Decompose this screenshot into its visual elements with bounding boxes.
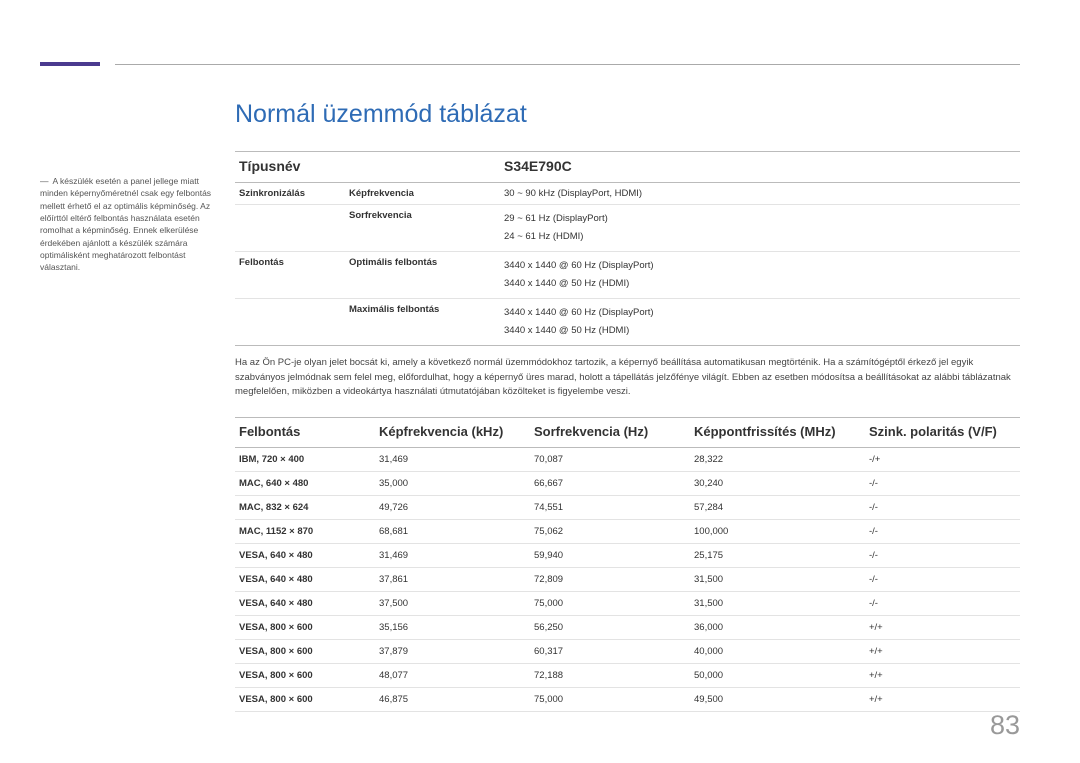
table-cell: 30,240 xyxy=(690,472,865,496)
sidebar-text: A készülék esetén a panel jellege miatt … xyxy=(40,176,211,272)
table-row: VESA, 800 × 60035,15656,25036,000+/+ xyxy=(235,616,1020,640)
table-cell: MAC, 640 × 480 xyxy=(235,472,375,496)
table-cell: 75,000 xyxy=(530,592,690,616)
table-cell: 37,500 xyxy=(375,592,530,616)
table-cell: 75,000 xyxy=(530,688,690,712)
mode-header-pclk: Képpontfrissítés (MHz) xyxy=(690,418,865,448)
spec-vfreq-label: Sorfrekvencia xyxy=(345,205,500,252)
table-row: VESA, 800 × 60046,87575,00049,500+/+ xyxy=(235,688,1020,712)
table-cell: 25,175 xyxy=(690,544,865,568)
table-cell: 56,250 xyxy=(530,616,690,640)
mode-header-vfreq: Sorfrekvencia (Hz) xyxy=(530,418,690,448)
table-cell: 49,726 xyxy=(375,496,530,520)
spec-max-value: 3440 x 1440 @ 60 Hz (DisplayPort)3440 x … xyxy=(500,299,1020,346)
accent-bar xyxy=(40,62,100,66)
spec-header-model: S34E790C xyxy=(500,152,1020,183)
table-row: MAC, 640 × 48035,00066,66730,240-/- xyxy=(235,472,1020,496)
table-cell: 35,156 xyxy=(375,616,530,640)
table-cell: 37,879 xyxy=(375,640,530,664)
table-cell: 40,000 xyxy=(690,640,865,664)
table-row: MAC, 832 × 62449,72674,55157,284-/- xyxy=(235,496,1020,520)
table-cell: 75,062 xyxy=(530,520,690,544)
table-row: VESA, 800 × 60037,87960,31740,000+/+ xyxy=(235,640,1020,664)
table-cell: VESA, 800 × 600 xyxy=(235,688,375,712)
table-cell: +/+ xyxy=(865,664,1020,688)
table-cell: MAC, 1152 × 870 xyxy=(235,520,375,544)
spec-vfreq-value: 29 ~ 61 Hz (DisplayPort)24 ~ 61 Hz (HDMI… xyxy=(500,205,1020,252)
table-cell: +/+ xyxy=(865,640,1020,664)
table-row: MAC, 1152 × 87068,68175,062100,000-/- xyxy=(235,520,1020,544)
table-cell: 37,861 xyxy=(375,568,530,592)
page-number: 83 xyxy=(990,710,1020,741)
spec-header-type: Típusnév xyxy=(235,152,500,183)
table-cell: MAC, 832 × 624 xyxy=(235,496,375,520)
manual-page: ― A készülék esetén a panel jellege miat… xyxy=(0,0,1080,742)
spec-table: Típusnév S34E790C Szinkronizálás Képfrek… xyxy=(235,151,1020,346)
table-cell: 72,188 xyxy=(530,664,690,688)
table-cell: VESA, 800 × 600 xyxy=(235,616,375,640)
table-cell: 57,284 xyxy=(690,496,865,520)
spec-opt-value: 3440 x 1440 @ 60 Hz (DisplayPort)3440 x … xyxy=(500,252,1020,299)
table-cell: 31,500 xyxy=(690,568,865,592)
main-column: Normál üzemmód táblázat Típusnév S34E790… xyxy=(235,100,1020,712)
table-cell: 70,087 xyxy=(530,448,690,472)
table-cell: -/- xyxy=(865,520,1020,544)
table-cell: -/- xyxy=(865,592,1020,616)
table-row: VESA, 640 × 48037,50075,00031,500-/- xyxy=(235,592,1020,616)
table-cell: 31,469 xyxy=(375,448,530,472)
table-cell: IBM, 720 × 400 xyxy=(235,448,375,472)
table-row: VESA, 640 × 48031,46959,94025,175-/- xyxy=(235,544,1020,568)
table-cell: 100,000 xyxy=(690,520,865,544)
table-row: VESA, 800 × 60048,07772,18850,000+/+ xyxy=(235,664,1020,688)
table-cell: VESA, 800 × 600 xyxy=(235,640,375,664)
spec-res-label: Felbontás xyxy=(235,252,345,299)
table-row: VESA, 640 × 48037,86172,80931,500-/- xyxy=(235,568,1020,592)
top-rule xyxy=(115,64,1020,65)
mode-header-res: Felbontás xyxy=(235,418,375,448)
spec-sync-label: Szinkronizálás xyxy=(235,183,345,205)
table-cell: 72,809 xyxy=(530,568,690,592)
table-cell: 68,681 xyxy=(375,520,530,544)
table-cell: -/- xyxy=(865,568,1020,592)
spec-empty2 xyxy=(235,299,345,346)
middle-note: Ha az Ön PC-je olyan jelet bocsát ki, am… xyxy=(235,356,1020,399)
table-cell: 36,000 xyxy=(690,616,865,640)
table-cell: VESA, 640 × 480 xyxy=(235,544,375,568)
spec-opt-label: Optimális felbontás xyxy=(345,252,500,299)
spec-empty xyxy=(235,205,345,252)
table-cell: 50,000 xyxy=(690,664,865,688)
page-title: Normál üzemmód táblázat xyxy=(235,100,1020,129)
dash-icon: ― xyxy=(40,175,49,187)
mode-table: Felbontás Képfrekvencia (kHz) Sorfrekven… xyxy=(235,417,1020,712)
table-cell: +/+ xyxy=(865,688,1020,712)
table-cell: VESA, 800 × 600 xyxy=(235,664,375,688)
table-cell: 31,500 xyxy=(690,592,865,616)
table-cell: 35,000 xyxy=(375,472,530,496)
table-cell: 49,500 xyxy=(690,688,865,712)
table-row: IBM, 720 × 40031,46970,08728,322-/+ xyxy=(235,448,1020,472)
table-cell: 28,322 xyxy=(690,448,865,472)
table-cell: -/- xyxy=(865,544,1020,568)
spec-max-label: Maximális felbontás xyxy=(345,299,500,346)
mode-header-hfreq: Képfrekvencia (kHz) xyxy=(375,418,530,448)
table-cell: +/+ xyxy=(865,616,1020,640)
spec-hfreq-label: Képfrekvencia xyxy=(345,183,500,205)
table-cell: VESA, 640 × 480 xyxy=(235,592,375,616)
table-cell: 60,317 xyxy=(530,640,690,664)
table-cell: 66,667 xyxy=(530,472,690,496)
table-cell: 48,077 xyxy=(375,664,530,688)
spec-hfreq-value: 30 ~ 90 kHz (DisplayPort, HDMI) xyxy=(500,183,1020,205)
content-area: ― A készülék esetén a panel jellege miat… xyxy=(40,100,1020,712)
mode-header-pol: Szink. polaritás (V/F) xyxy=(865,418,1020,448)
table-cell: 46,875 xyxy=(375,688,530,712)
table-cell: -/- xyxy=(865,496,1020,520)
table-cell: 31,469 xyxy=(375,544,530,568)
table-cell: -/+ xyxy=(865,448,1020,472)
table-cell: 74,551 xyxy=(530,496,690,520)
table-cell: -/- xyxy=(865,472,1020,496)
sidebar-note: ― A készülék esetén a panel jellege miat… xyxy=(40,100,215,712)
table-cell: 59,940 xyxy=(530,544,690,568)
table-cell: VESA, 640 × 480 xyxy=(235,568,375,592)
